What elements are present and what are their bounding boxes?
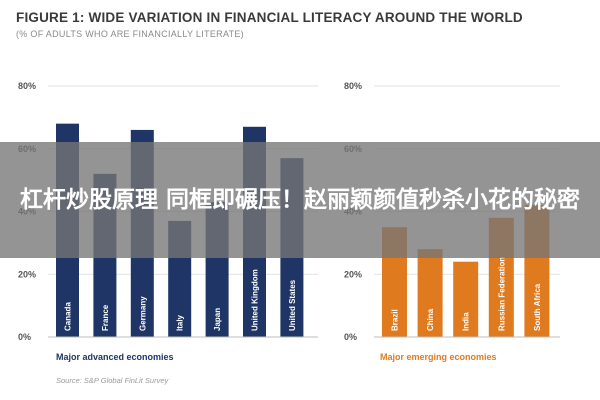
- headline-overlay-banner[interactable]: 杠杆炒股原理 同框即碾压！赵丽颖颜值秒杀小花的秘密: [0, 142, 600, 258]
- category-label: India: [462, 312, 471, 331]
- y-tick-label: 20%: [344, 269, 362, 279]
- chart-title: FIGURE 1: WIDE VARIATION IN FINANCIAL LI…: [16, 10, 523, 25]
- advanced-economies-label: Major advanced economies: [56, 352, 174, 362]
- category-label: South Africa: [533, 283, 542, 331]
- category-label: United States: [288, 279, 297, 331]
- category-label: Brazil: [391, 309, 400, 331]
- y-tick-label: 80%: [18, 81, 36, 91]
- chart-subtitle: (% OF ADULTS WHO ARE FINANCIALLY LITERAT…: [16, 29, 244, 39]
- category-label: France: [101, 304, 110, 331]
- category-label: Germany: [138, 296, 147, 331]
- y-tick-label: 80%: [344, 81, 362, 91]
- category-label: China: [426, 308, 435, 331]
- bar-india: [453, 261, 479, 337]
- category-label: Japan: [213, 308, 222, 331]
- headline-overlay-text: 杠杆炒股原理 同框即碾压！赵丽颖颜值秒杀小花的秘密: [19, 186, 580, 213]
- category-label: Italy: [176, 314, 185, 331]
- emerging-economies-label: Major emerging economies: [380, 352, 497, 362]
- y-tick-label: 0%: [344, 332, 357, 342]
- category-label: United Kingdom: [251, 269, 260, 331]
- category-label: Russian Federation: [497, 257, 506, 331]
- y-tick-label: 0%: [18, 332, 31, 342]
- y-tick-label: 20%: [18, 269, 36, 279]
- bar-china: [417, 249, 443, 337]
- category-label: Canada: [64, 302, 73, 331]
- source-note: Source: S&P Global FinLit Survey: [56, 376, 169, 385]
